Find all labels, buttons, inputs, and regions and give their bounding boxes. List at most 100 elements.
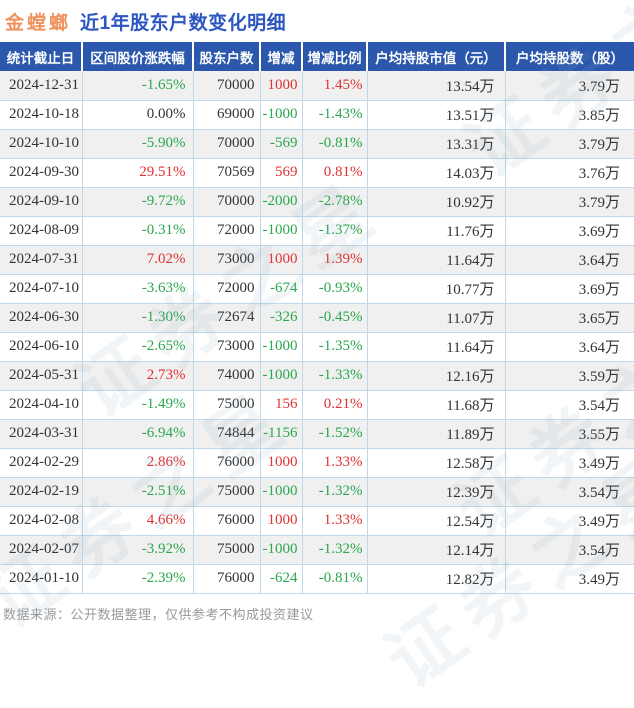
cell-holder-count: 70000 — [193, 187, 261, 217]
cell-holder-count: 76000 — [193, 448, 261, 478]
cell-price-change: -9.72% — [82, 187, 194, 217]
cell-change: 156 — [260, 390, 303, 420]
column-header-price-change: 区间股价涨跌幅 — [81, 42, 193, 71]
cell-holder-count: 74000 — [193, 361, 261, 391]
cell-avg-value: 14.03万 — [367, 158, 506, 188]
cell-avg-value: 11.64万 — [367, 332, 506, 362]
cell-change-pct: -1.37% — [302, 216, 368, 246]
cell-change-pct: -0.45% — [302, 303, 368, 333]
cell-change-pct: 1.39% — [302, 245, 368, 275]
header-row: 统计截止日 区间股价涨跌幅 股东户数 增减 增减比例 户均持股市值（元） 户均持… — [0, 42, 634, 71]
column-header-holder-count: 股东户数 — [192, 42, 260, 71]
cell-avg-shares: 3.85万 — [505, 100, 634, 130]
cell-holder-count: 70000 — [193, 129, 261, 159]
cell-price-change: 29.51% — [82, 158, 194, 188]
cell-date: 2024-10-18 — [0, 100, 83, 130]
cell-price-change: 2.86% — [82, 448, 194, 478]
cell-avg-value: 12.39万 — [367, 477, 506, 507]
table-row: 2024-02-19 -2.51% 75000 -1000 -1.32% 12.39万 3.… — [0, 477, 634, 507]
cell-price-change: -6.94% — [82, 419, 194, 449]
cell-change-pct: -0.93% — [302, 274, 368, 304]
cell-date: 2024-05-31 — [0, 361, 83, 391]
cell-change: -1000 — [260, 361, 303, 391]
table-row: 2024-09-10 -9.72% 70000 -2000 -2.78% 10.92万 3.… — [0, 187, 634, 217]
cell-change: -1000 — [260, 332, 303, 362]
cell-avg-shares: 3.76万 — [505, 158, 634, 188]
cell-change-pct: -2.78% — [302, 187, 368, 217]
cell-holder-count: 76000 — [193, 564, 261, 594]
cell-change-pct: -1.35% — [302, 332, 368, 362]
cell-change: 569 — [260, 158, 303, 188]
cell-holder-count: 70569 — [193, 158, 261, 188]
column-header-avg-value: 户均持股市值（元） — [366, 42, 505, 71]
table-row: 2024-03-31 -6.94% 74844 -1156 -1.52% 11.89万 3.… — [0, 419, 634, 449]
cell-avg-shares: 3.59万 — [505, 361, 634, 391]
cell-price-change: -2.39% — [82, 564, 194, 594]
cell-avg-value: 10.92万 — [367, 187, 506, 217]
cell-price-change: 0.00% — [82, 100, 194, 130]
cell-change: -2000 — [260, 187, 303, 217]
cell-holder-count: 73000 — [193, 332, 261, 362]
table-row: 2024-10-10 -5.90% 70000 -569 -0.81% 13.31万 3.7… — [0, 129, 634, 159]
cell-change: 1000 — [260, 71, 303, 101]
cell-holder-count: 75000 — [193, 477, 261, 507]
cell-date: 2024-07-31 — [0, 245, 83, 275]
cell-change: -674 — [260, 274, 303, 304]
cell-price-change: -2.65% — [82, 332, 194, 362]
column-header-avg-shares: 户均持股数（股） — [504, 42, 634, 71]
cell-change: 1000 — [260, 448, 303, 478]
cell-avg-shares: 3.55万 — [505, 419, 634, 449]
cell-date: 2024-10-10 — [0, 129, 83, 159]
page-title: 金螳螂 近1年股东户数变化明细 — [0, 0, 634, 42]
holders-table: 统计截止日 区间股价涨跌幅 股东户数 增减 增减比例 户均持股市值（元） 户均持… — [0, 42, 634, 594]
cell-avg-shares: 3.49万 — [505, 564, 634, 594]
cell-avg-shares: 3.65万 — [505, 303, 634, 333]
cell-change-pct: -1.33% — [302, 361, 368, 391]
cell-avg-shares: 3.79万 — [505, 71, 634, 101]
cell-holder-count: 75000 — [193, 390, 261, 420]
cell-change: 1000 — [260, 506, 303, 536]
cell-avg-value: 13.51万 — [367, 100, 506, 130]
cell-change-pct: -1.32% — [302, 477, 368, 507]
cell-avg-shares: 3.54万 — [505, 390, 634, 420]
cell-avg-shares: 3.79万 — [505, 187, 634, 217]
cell-change: -1156 — [260, 419, 303, 449]
cell-avg-shares: 3.49万 — [505, 506, 634, 536]
cell-avg-shares: 3.79万 — [505, 129, 634, 159]
cell-change: -1000 — [260, 477, 303, 507]
cell-date: 2024-07-10 — [0, 274, 83, 304]
table-row: 2024-05-31 2.73% 74000 -1000 -1.33% 12.16万 3.5… — [0, 361, 634, 391]
cell-avg-value: 13.54万 — [367, 71, 506, 101]
stock-name: 金螳螂 — [5, 12, 72, 34]
cell-price-change: -0.31% — [82, 216, 194, 246]
cell-avg-value: 13.31万 — [367, 129, 506, 159]
cell-avg-shares: 3.64万 — [505, 245, 634, 275]
cell-date: 2024-03-31 — [0, 419, 83, 449]
cell-price-change: 7.02% — [82, 245, 194, 275]
table-row: 2024-02-29 2.86% 76000 1000 1.33% 12.58万 3.49万 — [0, 448, 634, 478]
cell-holder-count: 69000 — [193, 100, 261, 130]
cell-avg-value: 12.82万 — [367, 564, 506, 594]
cell-holder-count: 72000 — [193, 274, 261, 304]
cell-date: 2024-02-08 — [0, 506, 83, 536]
cell-avg-value: 12.54万 — [367, 506, 506, 536]
cell-change-pct: -1.32% — [302, 535, 368, 565]
cell-change-pct: 1.45% — [302, 71, 368, 101]
cell-change-pct: -0.81% — [302, 564, 368, 594]
table-row: 2024-04-10 -1.49% 75000 156 0.21% 11.68万 3.54万 — [0, 390, 634, 420]
cell-change: 1000 — [260, 245, 303, 275]
cell-holder-count: 76000 — [193, 506, 261, 536]
cell-price-change: -5.90% — [82, 129, 194, 159]
cell-price-change: -1.49% — [82, 390, 194, 420]
cell-holder-count: 73000 — [193, 245, 261, 275]
cell-change-pct: 1.33% — [302, 448, 368, 478]
column-header-change: 增减 — [259, 42, 302, 71]
table-row: 2024-02-08 4.66% 76000 1000 1.33% 12.54万 3.49万 — [0, 506, 634, 536]
table-header: 统计截止日 区间股价涨跌幅 股东户数 增减 增减比例 户均持股市值（元） 户均持… — [0, 42, 634, 71]
cell-change-pct: -0.81% — [302, 129, 368, 159]
cell-avg-value: 11.76万 — [367, 216, 506, 246]
table-row: 2024-01-10 -2.39% 76000 -624 -0.81% 12.82万 3.4… — [0, 564, 634, 594]
cell-avg-value: 12.58万 — [367, 448, 506, 478]
cell-date: 2024-02-29 — [0, 448, 83, 478]
cell-holder-count: 75000 — [193, 535, 261, 565]
